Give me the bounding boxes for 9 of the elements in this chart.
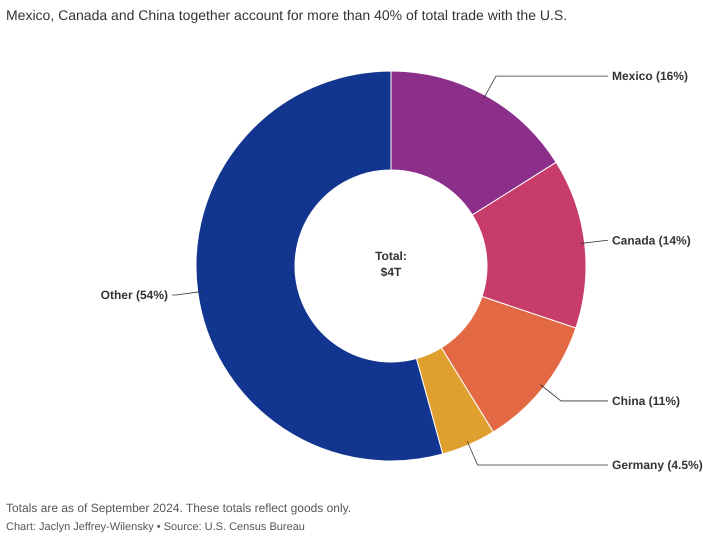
- text: Chart: Jaclyn Jeffrey-Wilensky • Source: U.S. Census Bureau: [6, 521, 305, 533]
- text: Total: $4T: [375, 249, 407, 279]
- chart-title: Mexico, Canada and China together account for more than 40% of total trade with the U.S.: [6, 7, 568, 23]
- slice-label: Mexico (16%): [612, 69, 688, 84]
- slice-label: China (11%): [612, 394, 680, 408]
- text: Totals are as of September 2024. These totals reflect goods only.: [6, 501, 352, 515]
- slice-label: Canada (14%): [612, 233, 691, 248]
- slice-label: Other (54%): [100, 288, 168, 302]
- slice-label: Germany (4.5%): [612, 458, 703, 472]
